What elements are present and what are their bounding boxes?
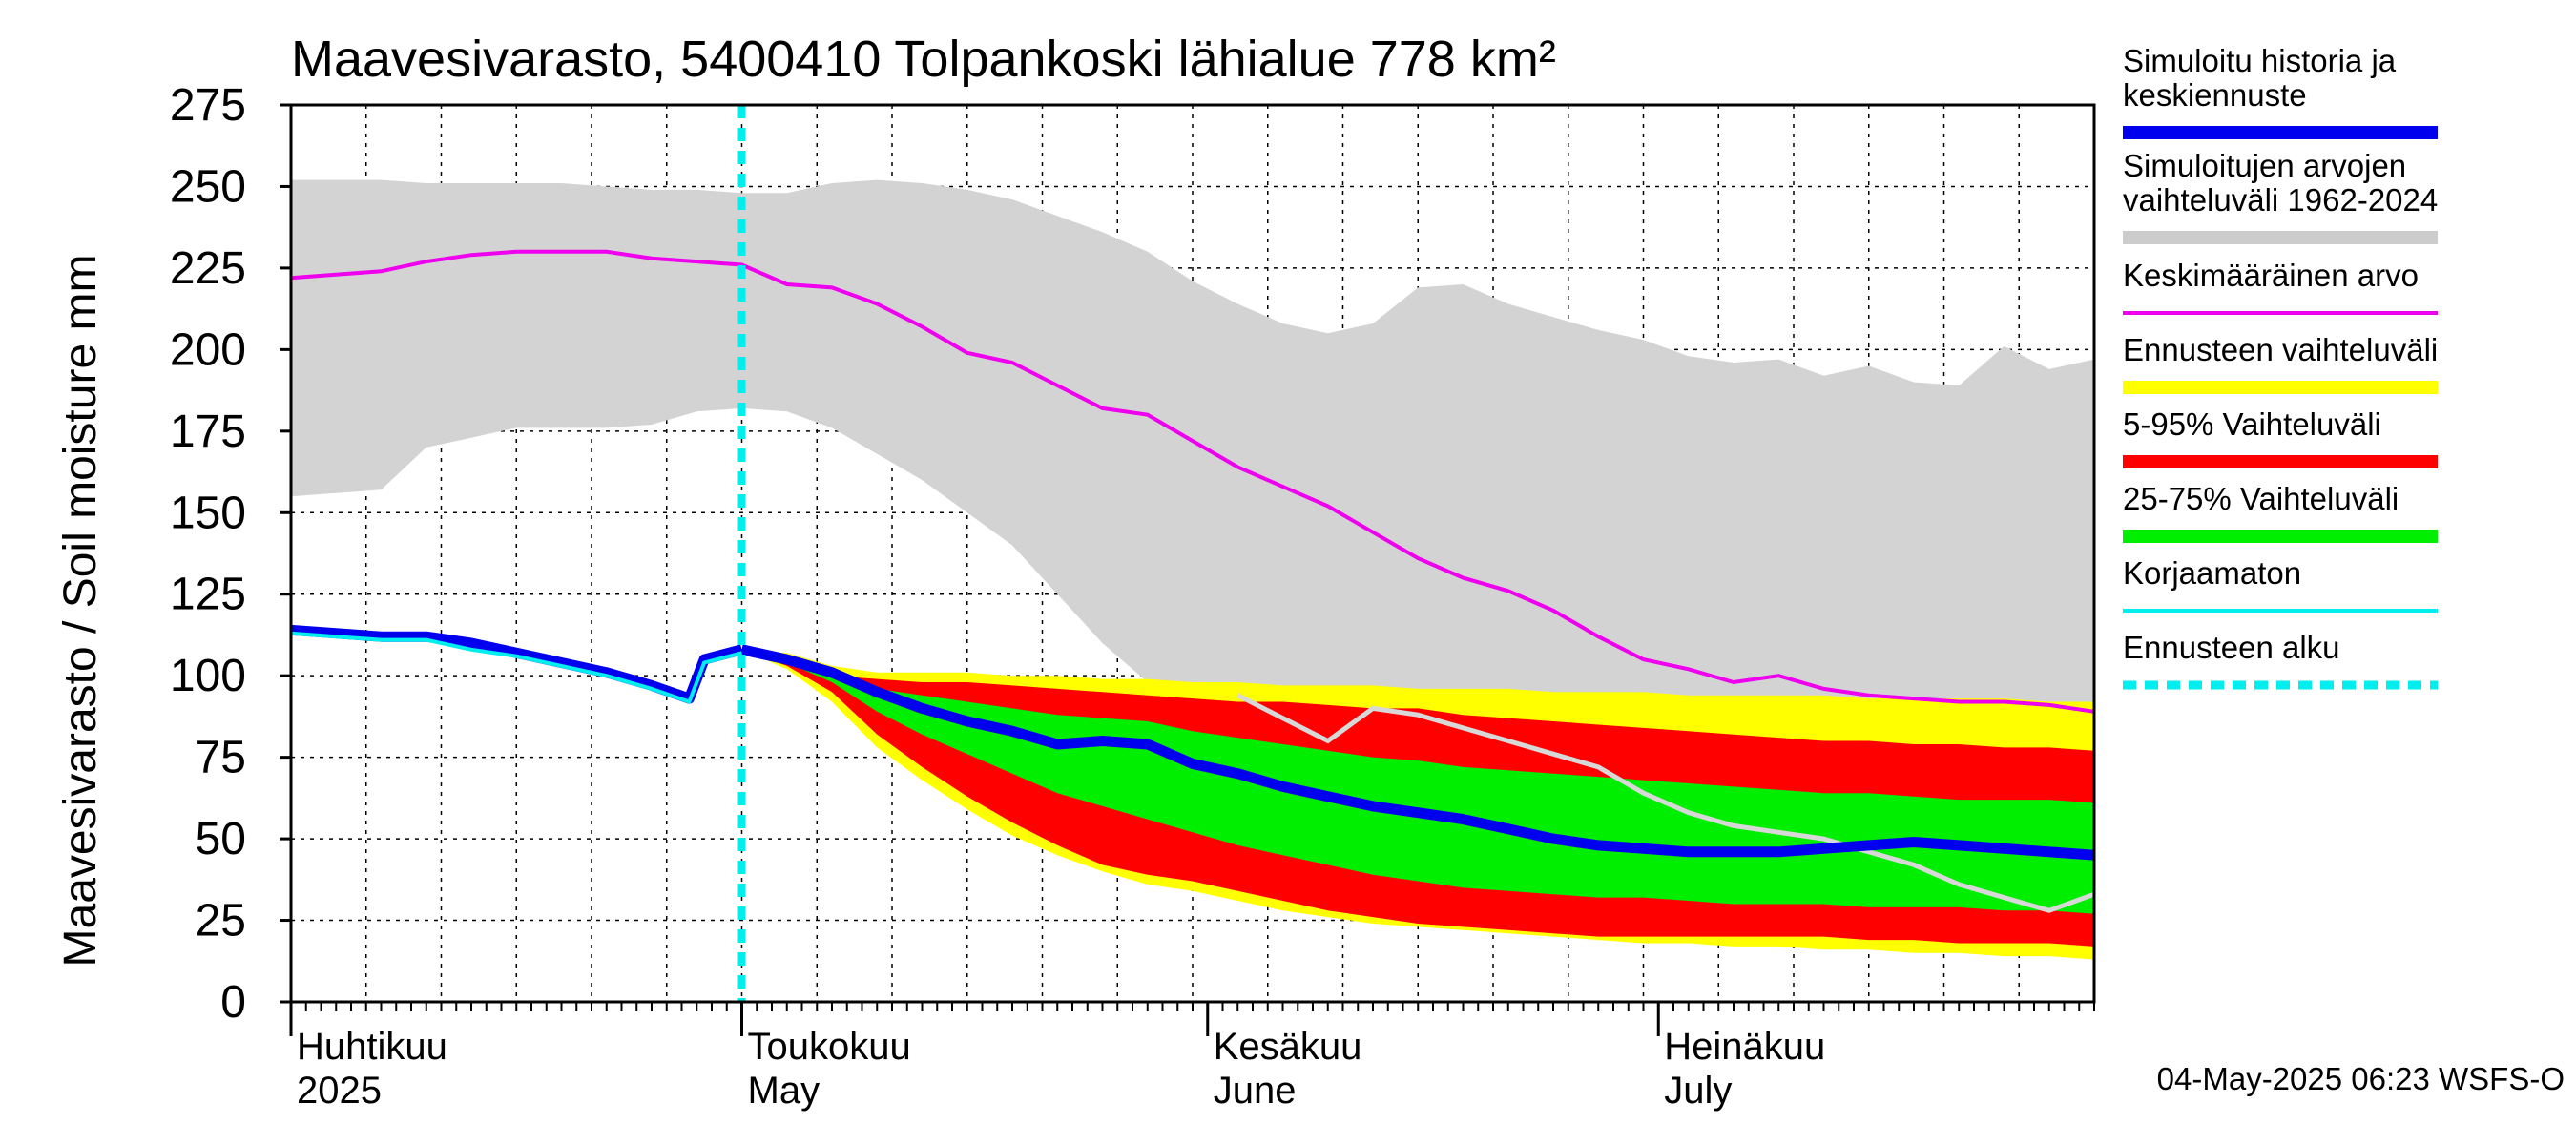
y-tick-label: 250 bbox=[170, 161, 246, 212]
y-tick-label: 275 bbox=[170, 80, 246, 131]
x-month-label: Heinäkuu bbox=[1664, 1026, 1825, 1068]
legend-label: 5-95% Vaihteluväli bbox=[2123, 406, 2381, 442]
legend-item: 5-95% Vaihteluväli bbox=[2123, 406, 2438, 468]
legend: Simuloitu historia jakeskiennusteSimuloi… bbox=[2123, 43, 2438, 690]
y-tick-label: 100 bbox=[170, 651, 246, 701]
y-tick-label: 0 bbox=[220, 977, 246, 1028]
y-tick-label: 25 bbox=[196, 896, 246, 947]
y-tick-label: 175 bbox=[170, 406, 246, 457]
uncorrected-line bbox=[290, 631, 743, 705]
legend-label: 25-75% Vaihteluväli bbox=[2123, 481, 2399, 516]
grey-simulation-line bbox=[1236, 693, 2095, 913]
legend-label: Keskimääräinen arvo bbox=[2123, 258, 2419, 293]
legend-label: Ennusteen alku bbox=[2123, 630, 2340, 665]
x-month-sublabel: 2025 bbox=[297, 1070, 382, 1112]
y-tick-label: 125 bbox=[170, 570, 246, 620]
legend-label: vaihteluväli 1962-2024 bbox=[2123, 182, 2438, 218]
legend-item: Ennusteen vaihteluväli bbox=[2123, 332, 2438, 394]
chart-title: Maavesivarasto, 5400410 Tolpankoski lähi… bbox=[291, 31, 1556, 88]
legend-label: Ennusteen vaihteluväli bbox=[2123, 332, 2438, 367]
legend-item: Ennusteen alku bbox=[2123, 630, 2438, 690]
legend-label: keskiennuste bbox=[2123, 77, 2307, 113]
legend-label: Simuloitujen arvojen bbox=[2123, 148, 2406, 183]
y-tick-label: 200 bbox=[170, 324, 246, 375]
mean-line bbox=[290, 249, 2095, 714]
legend-item: 25-75% Vaihteluväli bbox=[2123, 481, 2438, 543]
legend-item: Korjaamaton bbox=[2123, 555, 2438, 613]
plot-area bbox=[290, 104, 2095, 1003]
y-axis-label: Maavesivarasto / Soil moisture mm bbox=[55, 255, 106, 968]
x-month-label: Toukokuu bbox=[748, 1026, 911, 1068]
x-month-sublabel: June bbox=[1214, 1070, 1297, 1112]
x-month-label: Huhtikuu bbox=[297, 1026, 447, 1068]
x-month-sublabel: July bbox=[1664, 1070, 1732, 1112]
x-month-label: Kesäkuu bbox=[1214, 1026, 1362, 1068]
legend-label: Simuloitu historia ja bbox=[2123, 43, 2397, 78]
x-month-sublabel: May bbox=[748, 1070, 821, 1112]
forecast-mean-line bbox=[740, 644, 2095, 861]
y-tick-label: 50 bbox=[196, 814, 246, 864]
axes: 0 25 50 75 100 125 150 175 200 225 250 275 Huhtikuu2… bbox=[170, 80, 2096, 1112]
y-tick-label: 150 bbox=[170, 488, 246, 538]
timestamp-footer: 04-May-2025 06:23 WSFS-O bbox=[2157, 1061, 2565, 1096]
legend-item: Keskimääräinen arvo bbox=[2123, 258, 2438, 315]
y-tick-label: 75 bbox=[196, 733, 246, 783]
y-tick-label: 225 bbox=[170, 243, 246, 294]
legend-label: Korjaamaton bbox=[2123, 555, 2301, 591]
